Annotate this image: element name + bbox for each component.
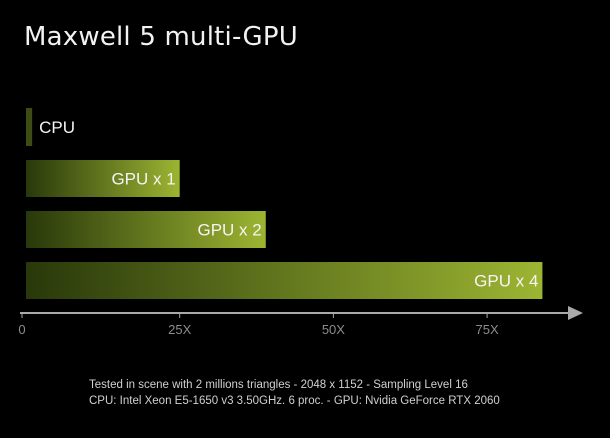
bar-label-gpu-x-1: GPU x 1 (111, 170, 175, 189)
footnote-line-1: Tested in scene with 2 millions triangle… (89, 379, 468, 391)
chart-title: Maxwell 5 multi-GPU (24, 22, 298, 52)
bar-gpu-x-2 (26, 211, 266, 248)
bar-label-gpu-x-2: GPU x 2 (198, 221, 262, 240)
bar-label-cpu: CPU (39, 118, 75, 137)
x-tick-label: 50X (322, 322, 345, 337)
bar-cpu (26, 108, 33, 146)
bar-label-gpu-x-4: GPU x 4 (474, 272, 538, 291)
footnote-line-2: CPU: Intel Xeon E5-1650 v3 3.50GHz. 6 pr… (89, 395, 500, 407)
x-axis-arrow-icon (568, 306, 583, 320)
bar-gpu-x-4 (26, 262, 543, 299)
bar-gpu-x-1 (26, 160, 180, 197)
x-tick-label: 25X (168, 322, 191, 337)
x-tick-label: 75X (476, 322, 499, 337)
footnote: Tested in scene with 2 millions triangle… (89, 377, 500, 409)
x-tick-label: 0 (18, 322, 25, 337)
